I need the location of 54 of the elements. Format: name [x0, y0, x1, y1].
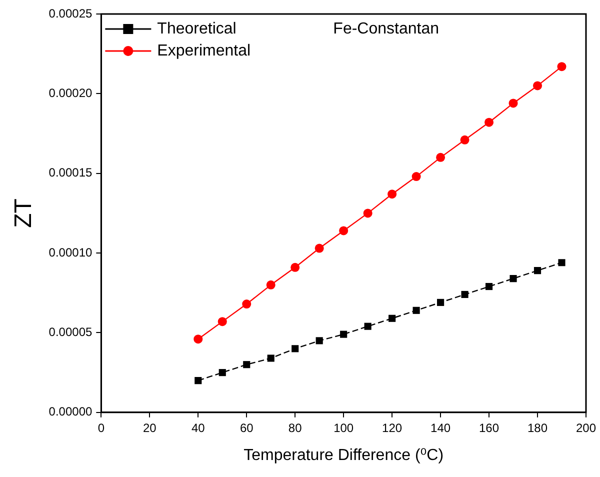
x-tick-label: 80	[288, 420, 302, 435]
y-tick-label: 0.00025	[48, 6, 92, 20]
x-tick-label: 160	[479, 420, 500, 435]
point	[412, 172, 421, 182]
x-tick-label: 40	[191, 420, 206, 435]
y-tick-label: 0.00020	[48, 86, 92, 100]
y-tick-label: 0.00005	[48, 325, 92, 340]
annotation: Fe-Constantan	[333, 20, 440, 38]
point	[242, 300, 252, 309]
x-tick-label: 100	[334, 420, 354, 435]
point	[388, 314, 396, 322]
point	[558, 259, 566, 266]
point	[194, 334, 203, 344]
x-tick-label: 20	[142, 420, 157, 435]
x-axis-title: Temperature Difference (⁰C)	[244, 446, 444, 464]
point	[461, 290, 468, 298]
point	[363, 208, 372, 218]
point	[339, 226, 348, 236]
x-tick-label: 60	[240, 420, 254, 435]
legend-label: Experimental	[157, 42, 251, 60]
y-tick-label: 0.00010	[48, 245, 92, 260]
point	[437, 298, 444, 306]
point	[266, 280, 276, 290]
point	[194, 376, 202, 384]
point	[218, 317, 227, 326]
legend-label: Theoretical	[157, 20, 236, 38]
point	[290, 262, 300, 272]
point	[485, 282, 493, 290]
point	[534, 267, 542, 274]
point	[533, 81, 542, 90]
x-tick-label: 120	[382, 420, 402, 435]
y-axis-title: ZT	[10, 198, 38, 228]
point	[508, 98, 518, 108]
point	[436, 152, 446, 162]
point	[364, 322, 372, 330]
point	[412, 306, 420, 314]
x-tick-label: 140	[430, 420, 451, 435]
point	[510, 275, 517, 282]
y-tick-label: 0.00000	[48, 404, 92, 419]
x-tick-label: 200	[576, 420, 596, 435]
point	[267, 354, 274, 362]
point	[316, 337, 323, 344]
point	[484, 118, 494, 127]
y-tick-label: 0.00015	[48, 166, 92, 180]
point	[314, 244, 324, 253]
point	[243, 361, 250, 368]
point	[557, 62, 566, 72]
point	[388, 190, 397, 199]
point	[218, 369, 226, 376]
x-tick-label: 180	[527, 420, 548, 435]
point	[460, 135, 470, 144]
point	[340, 330, 348, 338]
x-tick-label: 0	[98, 420, 105, 435]
point	[292, 345, 299, 352]
